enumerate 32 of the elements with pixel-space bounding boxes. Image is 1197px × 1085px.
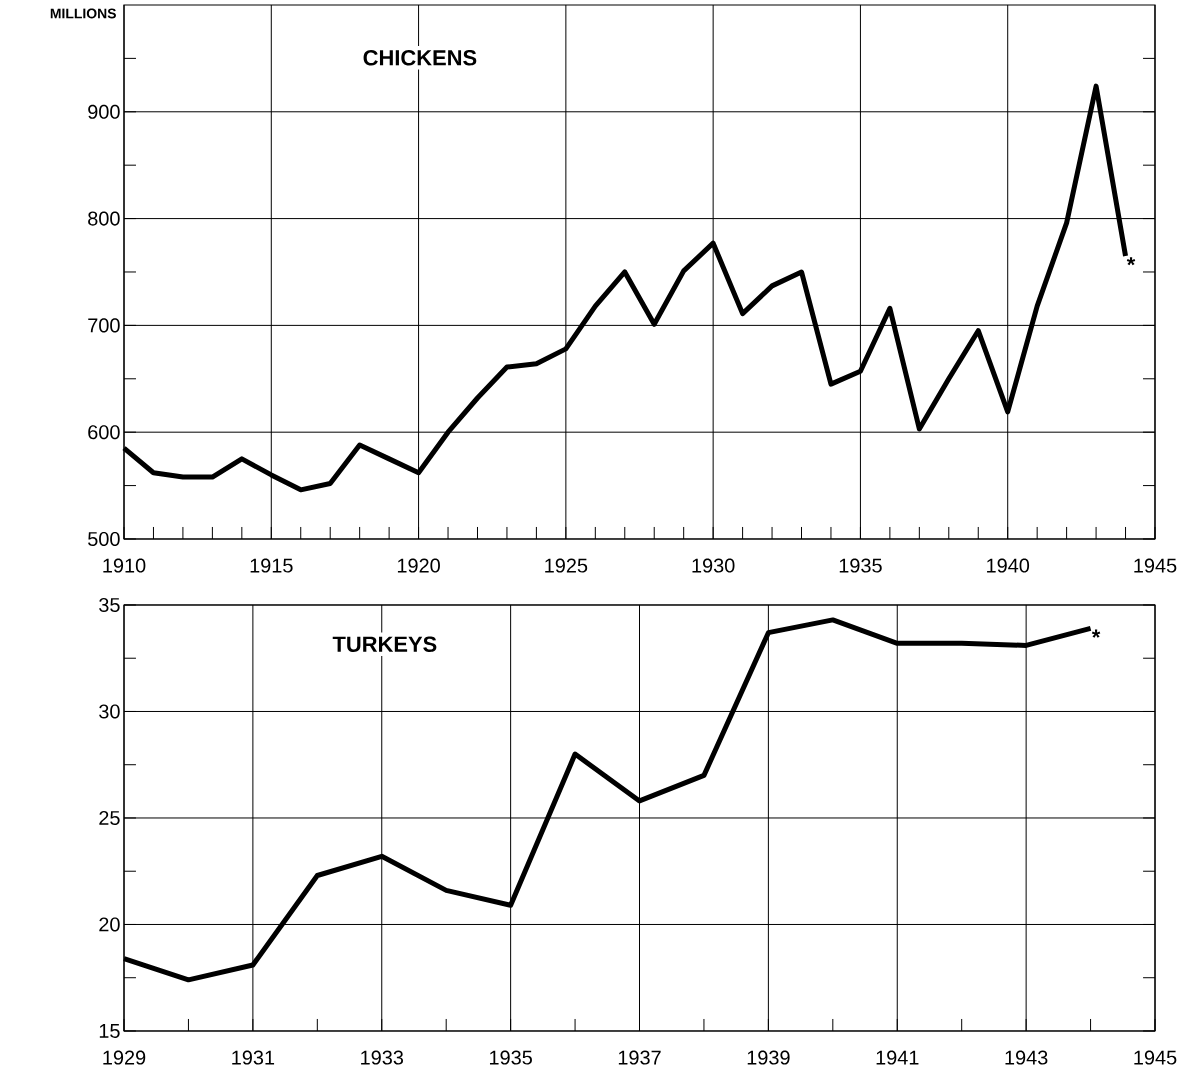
x-tick-label: 1910	[103, 558, 146, 573]
y-tick-label: 600	[88, 425, 120, 440]
x-tick-label: 1940	[987, 558, 1030, 573]
x-tick-label: 1925	[545, 558, 588, 573]
x-tick-label: 1931	[232, 1050, 275, 1065]
x-tick-label: 1939	[747, 1050, 790, 1065]
annotation: *	[1126, 257, 1136, 266]
x-tick-label: 1941	[876, 1050, 919, 1065]
y-tick-label: 30	[99, 704, 120, 719]
y-tick-label: 35	[99, 597, 120, 613]
x-tick-label: 1935	[839, 558, 882, 573]
y-tick-label: 800	[88, 211, 120, 226]
x-tick-label: 1943	[1005, 1050, 1048, 1065]
x-tick-label: 1933	[361, 1050, 404, 1065]
y-tick-label: 15	[99, 1024, 120, 1038]
text: CHICKENS	[363, 49, 477, 66]
y-tick-label: 500	[88, 531, 120, 547]
x-tick-label: 1915	[250, 558, 293, 573]
y-tick-label: 25	[99, 810, 120, 826]
x-tick-label: 1937	[618, 1050, 661, 1065]
x-tick-label: 1920	[397, 558, 440, 573]
x-tick-label: 1945	[1134, 1050, 1177, 1065]
annotation: *	[1091, 629, 1101, 638]
text: TURKEYS	[332, 636, 437, 652]
y-axis-title: MILLIONS	[50, 8, 116, 19]
y-tick-label: 900	[88, 104, 120, 119]
y-tick-label: 700	[88, 318, 120, 333]
x-tick-label: 1930	[692, 558, 735, 573]
x-tick-label: 1945	[1134, 558, 1177, 573]
y-tick-label: 20	[99, 917, 120, 932]
x-tick-label: 1935	[489, 1050, 532, 1065]
x-tick-label: 1929	[103, 1050, 146, 1065]
